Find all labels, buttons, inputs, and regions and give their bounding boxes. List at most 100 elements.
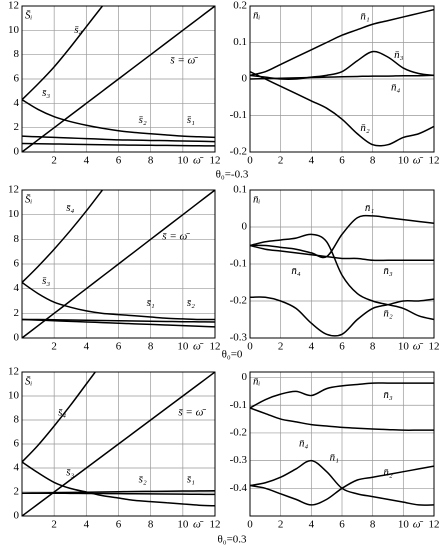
series-label: s̄ = ω̄ bbox=[162, 230, 190, 242]
x-tick-label: 6 bbox=[339, 519, 345, 531]
series-line bbox=[22, 6, 215, 152]
x-tick-label: 8 bbox=[370, 519, 376, 531]
y-tick-label: -0.1 bbox=[230, 399, 247, 411]
caption: θ₀=0.3 bbox=[217, 534, 247, 546]
y-axis-label: n̄ᵢ bbox=[253, 194, 261, 206]
series-label: n̄₂ bbox=[383, 307, 393, 319]
caption: θ₀=-0.3 bbox=[216, 169, 249, 181]
y-tick-label: 2 bbox=[14, 486, 20, 498]
y-tick-label: 8 bbox=[14, 48, 20, 60]
y-tick-label: 2 bbox=[14, 307, 20, 319]
series-line bbox=[250, 407, 434, 431]
series-line bbox=[250, 71, 434, 147]
x-axis-label: ω̄ bbox=[413, 155, 424, 167]
series-label: s̄₃ bbox=[42, 275, 50, 287]
series-line bbox=[250, 8, 434, 77]
series-line bbox=[250, 214, 434, 259]
x-axis-label: ω̄ bbox=[193, 341, 204, 353]
series-label: n̄₃ bbox=[394, 49, 404, 61]
x-tick-label: 12 bbox=[210, 155, 221, 167]
y-tick-label: 12 bbox=[8, 184, 19, 196]
panel: 0 2 4 6 8 10 12 2 4 6 8 10 12 ω̄ S̄ᵢ s̄₄ s̄ = ω̄ s̄₃ s̄₂ s̄… bbox=[8, 0, 221, 167]
x-tick-label: 0 bbox=[247, 341, 253, 353]
x-tick-label: 8 bbox=[148, 155, 154, 167]
x-tick-label: 8 bbox=[148, 519, 154, 531]
x-tick-label: 4 bbox=[309, 155, 315, 167]
series-line bbox=[22, 490, 215, 494]
x-tick-label: 4 bbox=[84, 519, 90, 531]
series-line bbox=[250, 244, 434, 262]
x-tick-label: 0 bbox=[247, 155, 253, 167]
y-tick-label: 10 bbox=[8, 390, 20, 402]
y-tick-label: -0.3 bbox=[230, 454, 248, 466]
caption: θ₀=0 bbox=[222, 349, 243, 361]
y-axis-label: n̄ᵢ bbox=[253, 10, 261, 22]
series-label: s̄₂ bbox=[139, 474, 147, 486]
plot-frame bbox=[21, 5, 216, 153]
x-tick-label: 10 bbox=[177, 519, 189, 531]
y-tick-label: 10 bbox=[8, 24, 20, 36]
series-line bbox=[22, 135, 215, 143]
series-line bbox=[22, 6, 104, 101]
x-tick-label: 0 bbox=[247, 519, 253, 531]
x-tick-label: 4 bbox=[84, 155, 90, 167]
series-line bbox=[250, 465, 434, 506]
series-line bbox=[22, 281, 215, 321]
x-tick-label: 10 bbox=[177, 341, 189, 353]
x-tick-label: 2 bbox=[278, 155, 284, 167]
series-label: s̄ = ω̄ bbox=[178, 406, 206, 418]
y-tick-label: 4 bbox=[14, 282, 20, 294]
y-tick-label: 0.2 bbox=[233, 0, 247, 12]
series-label: n̄₁ bbox=[365, 202, 375, 214]
series-line bbox=[22, 318, 215, 323]
x-tick-label: 6 bbox=[116, 341, 122, 353]
plot-frame bbox=[249, 189, 435, 339]
series-label: s̄₄ bbox=[58, 406, 66, 418]
series-line bbox=[250, 74, 434, 80]
y-tick-label: 0 bbox=[242, 221, 248, 233]
series-line bbox=[22, 461, 215, 507]
y-tick-label: 8 bbox=[14, 414, 20, 426]
series-label: s̄₃ bbox=[66, 466, 74, 478]
panel: -0.2 -0.1 0 0.1 0.2 0 2 4 6 8 10 12 ω̄ n̄ᵢ n̄₁ n̄₃ n̄₄ n̄… bbox=[230, 0, 440, 167]
x-tick-label: 10 bbox=[398, 155, 410, 167]
y-tick-label: -0.2 bbox=[230, 426, 247, 438]
x-tick-label: 6 bbox=[116, 155, 122, 167]
x-tick-label: 10 bbox=[177, 155, 189, 167]
x-tick-label: 12 bbox=[210, 519, 221, 531]
x-tick-label: 10 bbox=[398, 519, 410, 531]
y-axis-label: n̄ᵢ bbox=[253, 376, 261, 388]
plot-frame bbox=[21, 371, 216, 517]
y-tick-label: 6 bbox=[14, 438, 20, 450]
x-axis-label: ω̄ bbox=[413, 341, 424, 353]
series-label: s̄₁ bbox=[147, 297, 155, 309]
series-line bbox=[22, 99, 215, 139]
x-tick-label: 4 bbox=[84, 341, 90, 353]
y-tick-label: 8 bbox=[14, 233, 20, 245]
series-label: s̄₂ bbox=[187, 297, 195, 309]
series-label: n̄₄ bbox=[291, 265, 301, 277]
x-tick-label: 12 bbox=[429, 519, 440, 531]
x-tick-label: 6 bbox=[116, 519, 122, 531]
x-tick-label: 6 bbox=[339, 341, 345, 353]
x-tick-label: 4 bbox=[309, 519, 315, 531]
y-axis-label: S̄ᵢ bbox=[25, 194, 33, 206]
panel: 0 2 4 6 8 10 12 2 4 6 8 10 12 ω̄ S̄ᵢ s̄₄ s̄ = ω̄ s̄₃ s̄₂ s̄… bbox=[8, 366, 221, 531]
x-tick-label: 8 bbox=[370, 155, 376, 167]
x-tick-label: 2 bbox=[51, 519, 57, 531]
y-tick-label: 12 bbox=[8, 0, 19, 12]
series-label: n̄₃ bbox=[383, 265, 393, 277]
series-line bbox=[22, 190, 104, 284]
y-axis-label: S̄ᵢ bbox=[25, 10, 33, 22]
panel: -0.3 -0.2 -0.1 0 0.1 0 2 4 6 8 10 12 ω̄ n̄ᵢ n̄₁ n̄₄ n̄₃ n… bbox=[230, 184, 440, 353]
y-tick-label: 2 bbox=[14, 121, 20, 133]
y-tick-label: -0.1 bbox=[230, 258, 247, 270]
x-tick-label: 4 bbox=[309, 341, 315, 353]
plot-frame bbox=[249, 371, 435, 517]
series-label: n̄₄ bbox=[391, 82, 401, 94]
series-label: s̄₄ bbox=[74, 24, 82, 36]
x-tick-label: 2 bbox=[51, 341, 57, 353]
series-label: s̄₂ bbox=[139, 114, 147, 126]
series-line bbox=[22, 318, 215, 328]
